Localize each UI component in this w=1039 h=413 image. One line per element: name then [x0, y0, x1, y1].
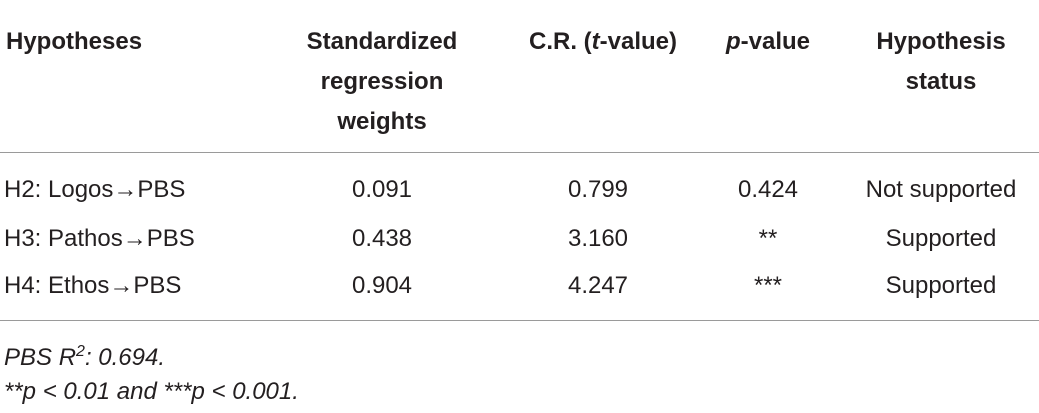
- header-text: Hypotheses: [6, 28, 143, 55]
- header-cell: Hypotheses: [6, 22, 142, 62]
- table-cell: H4: Ethos→PBS: [4, 272, 182, 299]
- footnote-text: 2: [76, 343, 85, 360]
- header-text: -value): [599, 28, 678, 55]
- table-cell: Supported: [885, 272, 997, 299]
- header-text: Hypothesis status: [876, 28, 1006, 95]
- table-cell: H2: Logos→PBS: [4, 176, 186, 203]
- table-cell: 0.799: [567, 176, 629, 203]
- rule: [0, 320, 1039, 321]
- header-cell: Hypothesis status: [852, 22, 1030, 102]
- footnote: PBS R2: 0.694.: [4, 332, 165, 378]
- header-text: C.R. (: [528, 28, 592, 55]
- table-cell: H3: Pathos→PBS: [4, 225, 195, 252]
- table-cell: 4.247: [567, 272, 629, 299]
- table-cell: 0.904: [351, 272, 413, 299]
- header-text: -value: [740, 28, 811, 55]
- footnote-text: PBS R: [4, 344, 77, 371]
- table-cell: 0.438: [351, 225, 413, 252]
- header-cell: C.R. (t-value): [508, 22, 698, 62]
- header-text: t: [591, 28, 600, 55]
- header-text: Standardized regression weights: [306, 28, 458, 135]
- footnote: **p < 0.01 and ***p < 0.001.: [4, 372, 299, 412]
- header-cell: p-value: [708, 22, 828, 62]
- table-cell: **: [758, 225, 778, 252]
- table-cell: 0.424: [737, 176, 799, 203]
- footnote-text: **p < 0.01 and ***p < 0.001.: [4, 378, 299, 405]
- header-text: p: [725, 28, 741, 55]
- table-cell: 3.160: [567, 225, 629, 252]
- table-cell: Not supported: [865, 176, 1017, 203]
- header-cell: Standardized regression weights: [282, 22, 482, 142]
- rule: [0, 152, 1039, 153]
- table-cell: 0.091: [351, 176, 413, 203]
- table-cell: Supported: [885, 225, 997, 252]
- table-cell: ***: [753, 272, 783, 299]
- footnote-text: : 0.694.: [84, 344, 165, 371]
